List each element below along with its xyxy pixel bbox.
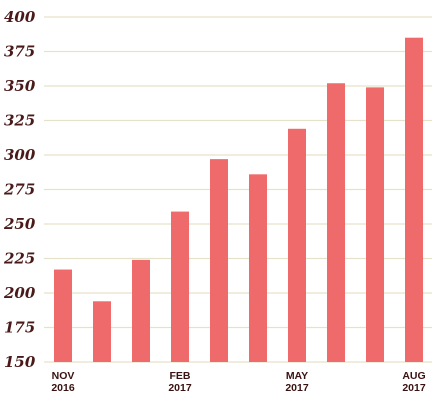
bar-jan-2017 [132,259,150,362]
bar-may-2017 [288,128,306,362]
bar-apr-2017 [249,174,267,362]
x-tick-label-year: 2017 [285,382,309,394]
y-tick-label: 175 [4,319,35,337]
x-tick-label-month: AUG [402,370,425,382]
y-tick-label: 250 [3,215,36,233]
bars [54,37,423,363]
y-tick-label: 275 [3,181,35,199]
bar-dec-2016 [93,301,111,362]
y-tick-label: 350 [4,77,36,95]
bar-jun-2017 [327,83,345,363]
bar-mar-2017 [210,159,228,362]
x-tick-label-year: 2016 [51,382,75,394]
y-tick-label: 400 [4,8,36,26]
x-tick-label-year: 2017 [402,382,426,394]
x-tick-label-year: 2017 [168,382,192,394]
y-tick-label: 150 [4,353,36,371]
y-axis-tick-labels: 150 175 200 225 250 275 300 325 350 375 400 [3,8,36,371]
y-tick-label: 300 [4,146,36,164]
bar-feb-2017 [171,211,189,362]
bar-nov-2016 [54,269,72,362]
bar-jul-2017 [366,87,384,362]
y-tick-label: 325 [4,112,35,130]
x-tick-label-month: FEB [170,370,191,382]
x-tick-label-month: NOV [52,370,75,382]
y-tick-label: 225 [3,250,35,268]
bar-aug-2017 [405,37,423,362]
y-tick-label: 375 [4,43,35,61]
y-tick-label: 200 [3,284,36,302]
x-tick-label-month: MAY [286,370,308,382]
